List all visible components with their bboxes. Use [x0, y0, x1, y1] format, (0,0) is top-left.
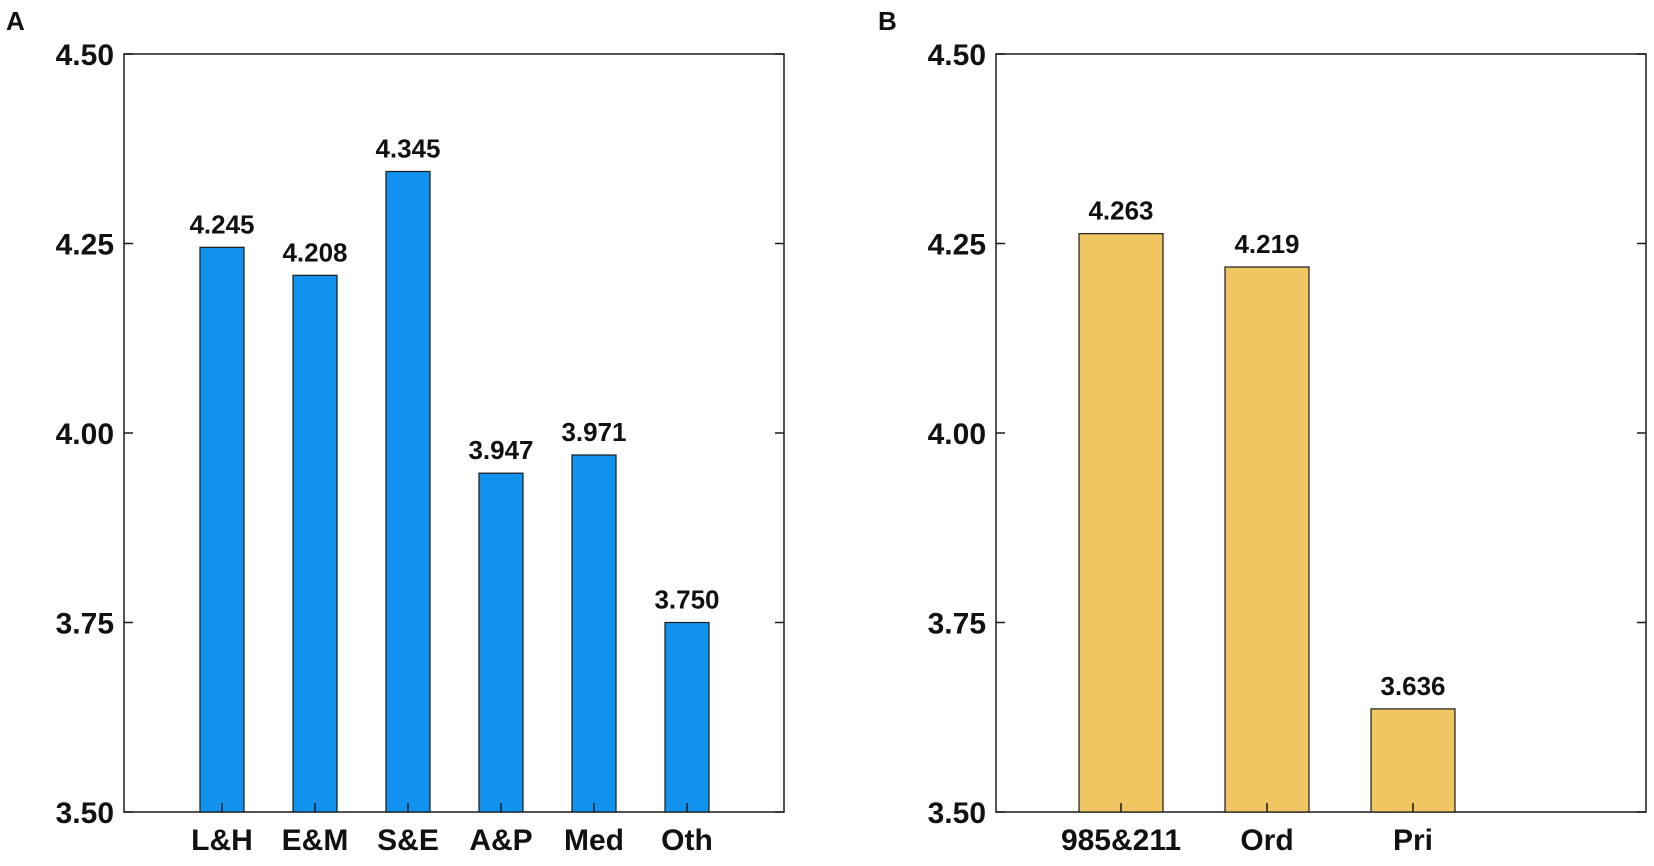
panel-a-value-label: 3.971: [561, 417, 626, 447]
panel-a-bar: [571, 454, 617, 813]
panel-b-bar: [1078, 233, 1164, 813]
panel-b-bar: [1224, 266, 1310, 813]
panel-b-ytick-label: 3.50: [928, 797, 986, 830]
panel-b-bar: [1370, 708, 1456, 813]
panel-b-value-label: 4.263: [1088, 196, 1153, 226]
panel-a-bar: [664, 621, 710, 813]
panel-b-value-label: 3.636: [1380, 671, 1445, 701]
panel-a-ytick-label: 3.50: [56, 797, 114, 830]
panel-a-value-label: 4.208: [282, 237, 347, 267]
panel-a-bar: [199, 246, 245, 813]
panel-b-ytick-label: 3.75: [928, 608, 986, 641]
panel-b-category-label: Ord: [1240, 824, 1293, 857]
panel-b-ytick-label: 4.25: [928, 229, 986, 262]
panel-b-category-label: Pri: [1393, 824, 1433, 857]
panel-a-value-label: 3.750: [654, 585, 719, 615]
panel-a: A 3.50 3.75 4.00 4.25 4.50 4.245 L&H 4.208 E&M 4.…: [6, 6, 785, 857]
panel-a-value-label: 4.345: [375, 133, 440, 163]
panel-b-value-label: 4.219: [1234, 229, 1299, 259]
panel-a-category-label: Med: [564, 824, 624, 857]
panel-a-label: A: [6, 6, 25, 36]
panel-a-bar: [478, 472, 524, 813]
panel-a-category-label: Oth: [661, 824, 713, 857]
panel-b-label: B: [878, 6, 897, 36]
panel-a-value-label: 4.245: [189, 209, 254, 239]
panel-a-bar: [292, 274, 338, 813]
panel-b-category-label: 985&211: [1061, 824, 1181, 857]
panel-b-ytick-label: 4.50: [928, 39, 986, 72]
panel-a-category-label: L&H: [191, 824, 253, 857]
panel-a-ytick-label: 3.75: [56, 608, 114, 641]
panel-a-ytick-label: 4.00: [56, 418, 114, 451]
panel-a-bar: [385, 170, 431, 813]
panel-a-value-label: 3.947: [468, 435, 533, 465]
panel-a-category-label: A&P: [469, 824, 532, 857]
panel-a-category-label: S&E: [377, 824, 439, 857]
panel-b: B 3.50 3.75 4.00 4.25 4.50 4.263 985&211 4.219 O…: [878, 6, 1647, 857]
panel-a-ytick-label: 4.25: [56, 229, 114, 262]
panel-a-category-label: E&M: [282, 824, 349, 857]
panel-a-ytick-label: 4.50: [56, 39, 114, 72]
panel-b-ytick-label: 4.00: [928, 418, 986, 451]
